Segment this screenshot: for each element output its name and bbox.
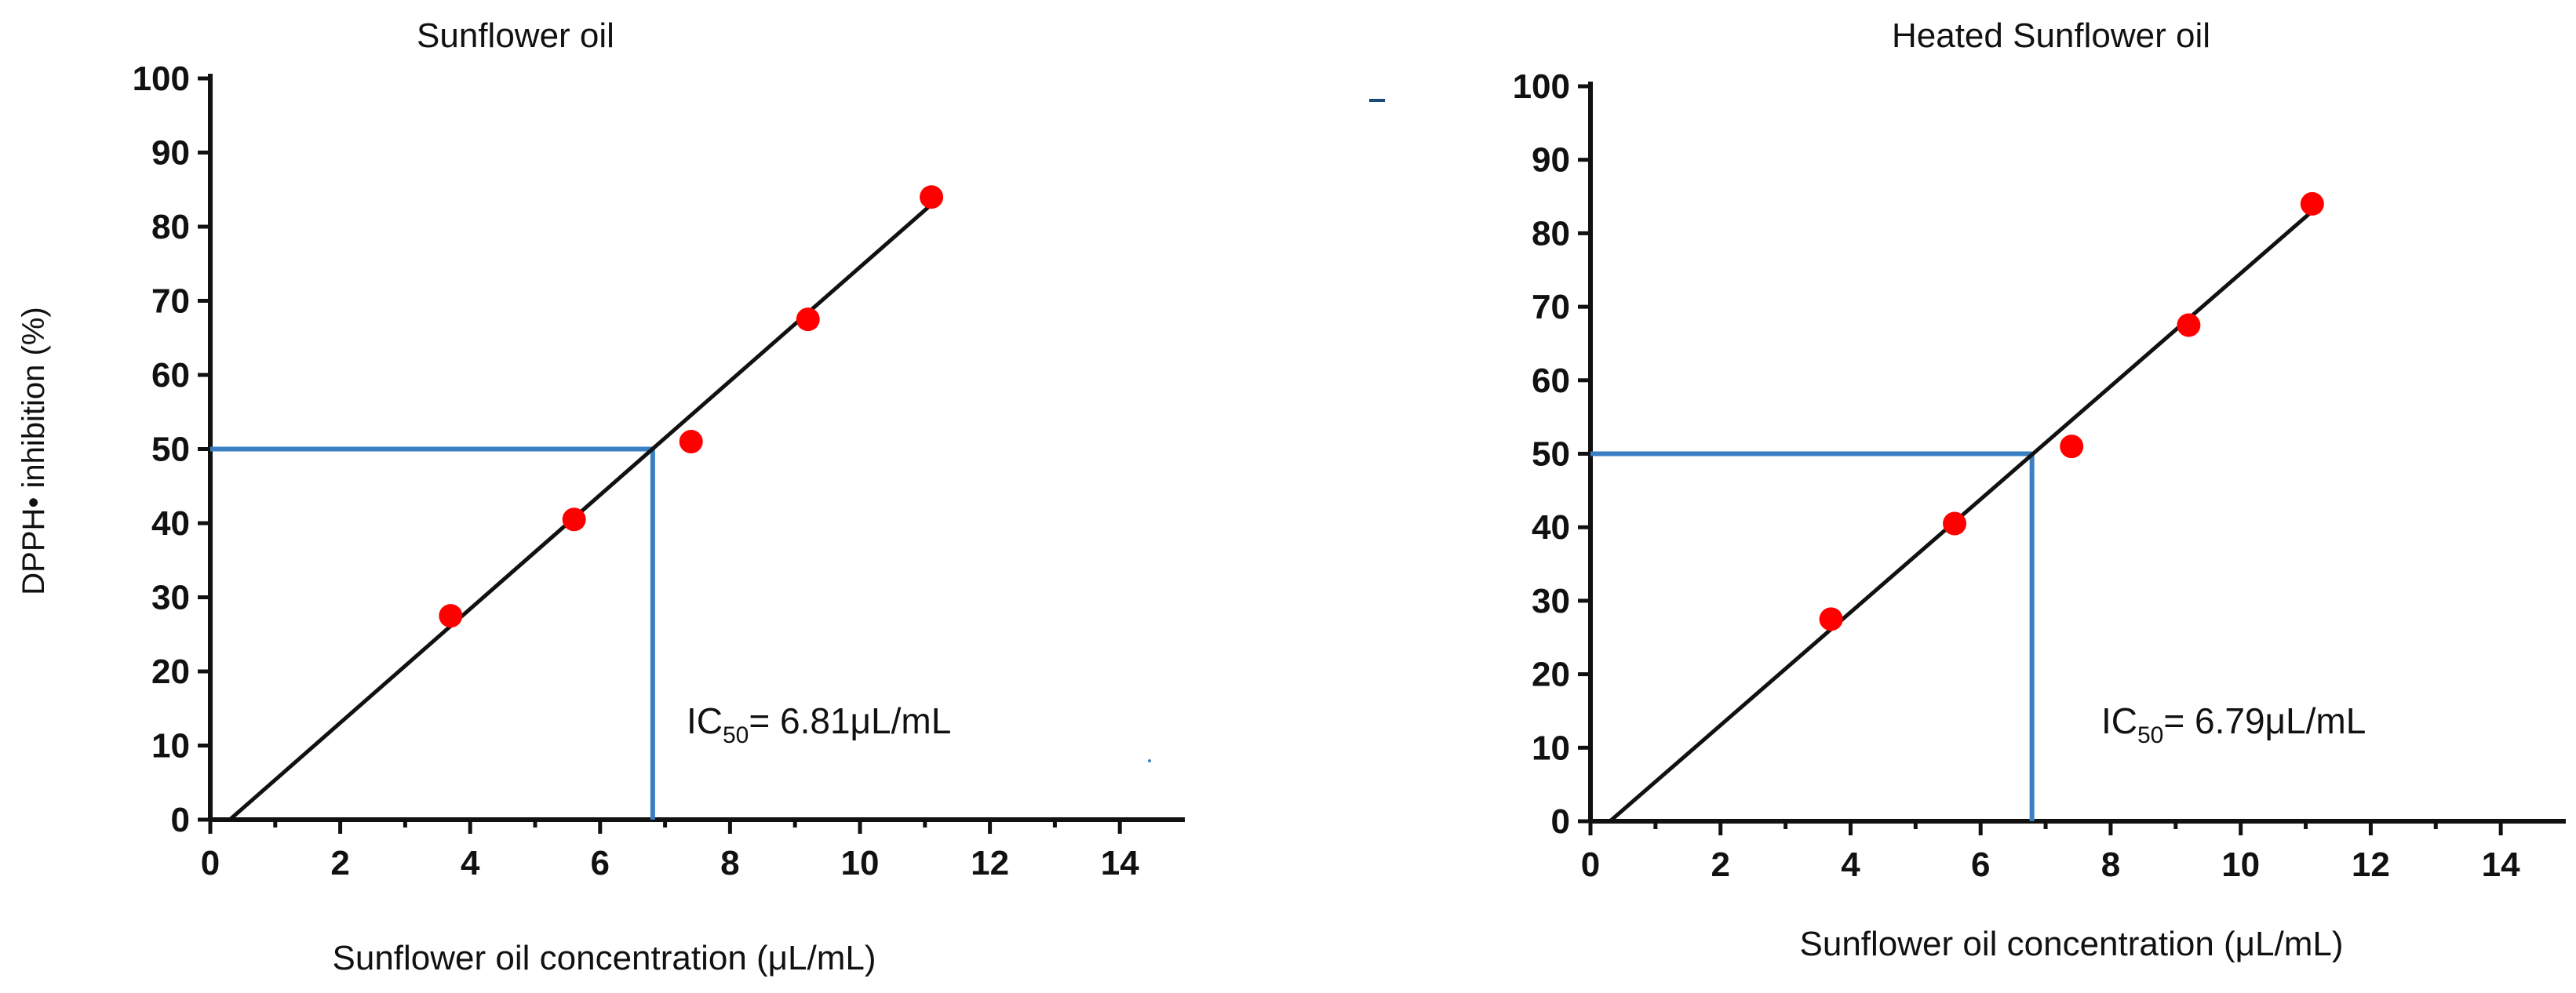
chart-panel-1: Sunflower oil Sunflower oil concentration… [133, 16, 1185, 977]
data-point [2177, 313, 2201, 337]
y-tick-label: 60 [1532, 362, 1570, 400]
x-tick-label: 10 [2221, 846, 2260, 884]
data-point [796, 307, 820, 332]
y-tick-label: 50 [1532, 435, 1570, 474]
y-tick-label: 20 [151, 653, 190, 691]
y-tick-label: 30 [1532, 582, 1570, 620]
y-tick-label: 40 [1532, 508, 1570, 547]
data-point [679, 430, 703, 454]
x-tick-label: 2 [1711, 846, 1729, 884]
x-tick-label: 8 [720, 844, 739, 882]
x-tick-label: 0 [201, 844, 220, 882]
x-tick-label: 12 [971, 844, 1009, 882]
x-tick-label: 6 [1971, 846, 1990, 884]
chart-panel-2: Heated Sunflower oil Sunflower oil concen… [1513, 16, 2566, 963]
data-point [439, 604, 463, 628]
x-tick-label: 4 [461, 844, 480, 882]
x-tick-label: 8 [2101, 846, 2120, 884]
y-tick-label: 100 [1513, 67, 1570, 106]
x-tick-label: 2 [330, 844, 349, 882]
y-tick-label: 80 [1532, 214, 1570, 253]
y-tick-label: 90 [151, 134, 190, 173]
x-tick-label: 14 [1101, 844, 1139, 882]
x-tick-label: 4 [1841, 846, 1860, 884]
y-tick-label: 0 [171, 801, 190, 839]
x-tick-label: 6 [591, 844, 610, 882]
y-tick-label: 20 [1532, 656, 1570, 694]
y-tick-label: 70 [151, 282, 190, 321]
data-point [1943, 511, 1967, 536]
data-point [1819, 607, 1843, 631]
data-point [562, 507, 586, 532]
y-tick-label: 50 [151, 431, 190, 469]
stray-dot [1148, 759, 1151, 762]
x-axis-label: Sunflower oil concentration (μL/mL) [333, 939, 876, 977]
data-point [2300, 191, 2324, 216]
ic50-annotation: IC50= 6.81μL/mL [687, 700, 951, 748]
chart-title: Sunflower oil [417, 16, 614, 55]
y-axis-label: DPPH• inhibition (%) [16, 307, 51, 595]
data-point [2060, 435, 2084, 459]
y-tick-label: 30 [151, 579, 190, 617]
x-tick-label: 14 [2482, 846, 2520, 884]
chart-title: Heated Sunflower oil [1892, 16, 2210, 55]
y-tick-label: 90 [1532, 141, 1570, 180]
y-tick-label: 10 [1532, 729, 1570, 767]
x-axis-label: Sunflower oil concentration (μL/mL) [1800, 925, 2344, 963]
y-tick-label: 40 [151, 504, 190, 543]
data-point [920, 185, 944, 209]
x-tick-label: 0 [1581, 846, 1600, 884]
y-tick-label: 0 [1551, 802, 1570, 841]
y-tick-label: 60 [151, 356, 190, 395]
x-tick-label: 12 [2352, 846, 2390, 884]
y-tick-label: 100 [133, 60, 190, 98]
x-tick-label: 10 [841, 844, 880, 882]
y-tick-label: 80 [151, 208, 190, 246]
ic50-annotation: IC50= 6.79μL/mL [2101, 700, 2366, 748]
y-tick-label: 10 [151, 727, 190, 766]
y-tick-label: 70 [1532, 288, 1570, 326]
